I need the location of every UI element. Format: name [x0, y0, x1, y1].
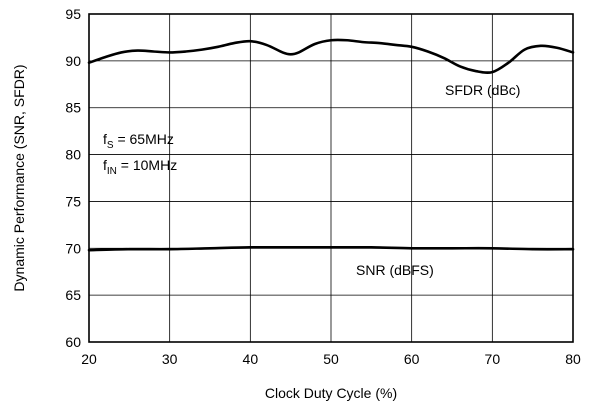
- x-tick-label: 20: [81, 351, 97, 367]
- y-axis-title: Dynamic Performance (SNR, SFDR): [11, 64, 27, 291]
- y-axis-ticks: 60 65 70 75 80 85 90 95: [65, 6, 81, 350]
- fin-annotation: fIN = 10MHz: [103, 157, 177, 177]
- snr-line: [87, 245, 575, 252]
- series-label-sfdr: SFDR (dBc): [445, 82, 520, 98]
- x-tick-label: 80: [565, 351, 581, 367]
- y-tick-label: 85: [65, 100, 81, 116]
- plot-frame: [88, 13, 574, 343]
- x-tick-label: 30: [162, 351, 178, 367]
- y-tick-label: 80: [65, 147, 81, 163]
- x-tick-label: 40: [243, 351, 259, 367]
- y-tick-label: 75: [65, 193, 81, 209]
- y-tick-label: 90: [65, 53, 81, 69]
- condition-annotations: fS = 65MHz fIN = 10MHz: [103, 131, 177, 177]
- x-tick-label: 50: [323, 351, 339, 367]
- x-axis-ticks: 20 30 40 50 60 70 80: [81, 351, 581, 367]
- x-axis-title: Clock Duty Cycle (%): [265, 385, 397, 401]
- y-tick-label: 95: [65, 6, 81, 22]
- y-tick-label: 65: [65, 287, 81, 303]
- y-tick-label: 60: [65, 334, 81, 350]
- series-label-snr: SNR (dBFS): [356, 262, 434, 278]
- y-tick-label: 70: [65, 240, 81, 256]
- x-tick-label: 60: [404, 351, 420, 367]
- grid: [89, 14, 573, 342]
- sfdr-line: [87, 38, 575, 74]
- x-tick-label: 70: [485, 351, 501, 367]
- series-layer: [87, 38, 575, 252]
- fs-annotation: fS = 65MHz: [103, 131, 174, 151]
